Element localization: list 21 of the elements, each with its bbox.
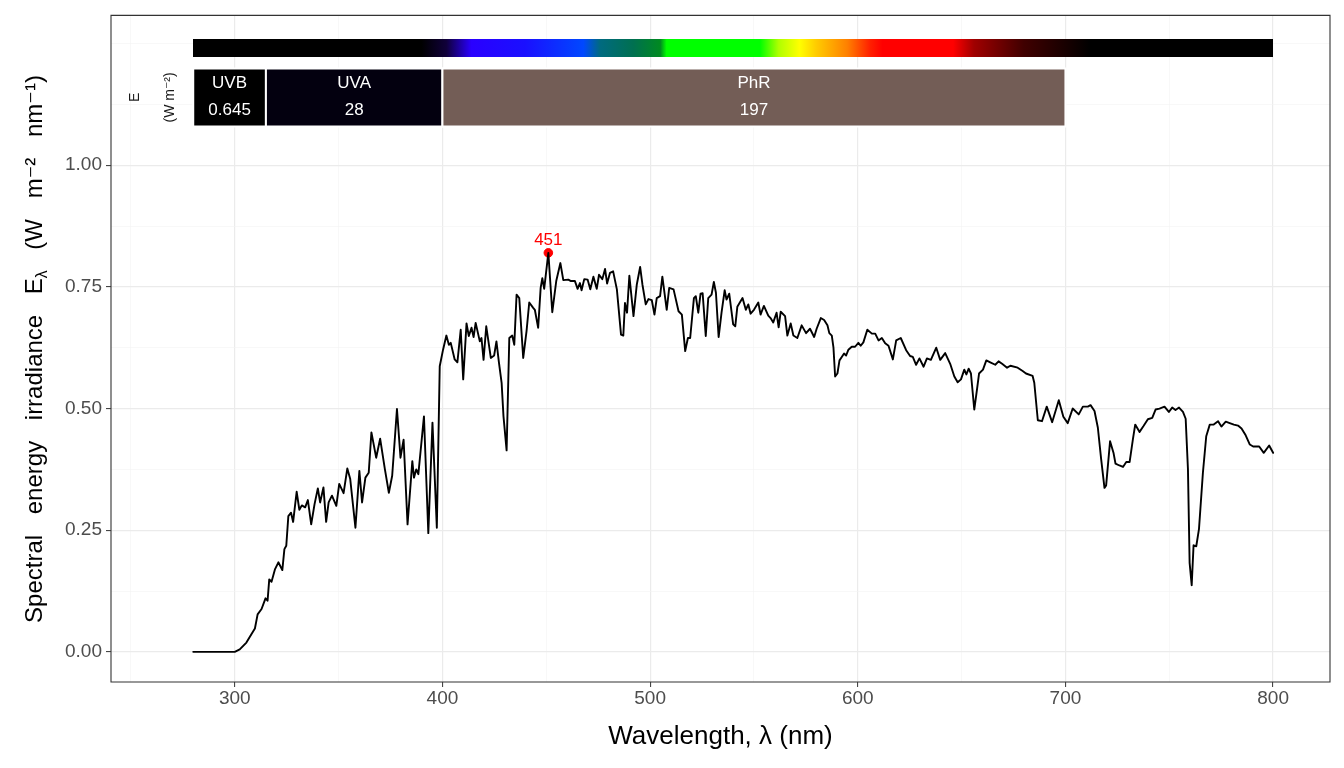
band-label: PhR bbox=[737, 73, 771, 93]
x-tick-label: 300 bbox=[218, 686, 251, 708]
x-tick-label: 500 bbox=[634, 686, 666, 708]
y-tick-label: 0.00 bbox=[65, 640, 102, 662]
x-tick-label: 800 bbox=[1257, 686, 1289, 708]
band-label: UVB bbox=[212, 73, 248, 93]
y-tick-label: 0.75 bbox=[65, 275, 102, 297]
annotation: 28 bbox=[344, 100, 364, 120]
annotation: 0.645 bbox=[208, 100, 251, 120]
x-axis-title: Wavelength, λ (nm) bbox=[608, 719, 833, 750]
annotation: E bbox=[126, 92, 143, 103]
y-tick-label: 1.00 bbox=[65, 153, 102, 175]
band-label: UVA bbox=[337, 73, 372, 93]
annotation: 451 bbox=[534, 230, 563, 250]
annotation: (W m⁻²) bbox=[161, 72, 178, 123]
x-tick-label: 700 bbox=[1049, 686, 1082, 708]
y-tick-label: 0.25 bbox=[65, 518, 102, 540]
y-tick-label: 0.50 bbox=[65, 396, 102, 418]
x-tick-label: 400 bbox=[426, 686, 459, 708]
annotation: 197 bbox=[739, 100, 769, 120]
x-tick-label: 600 bbox=[841, 686, 874, 708]
